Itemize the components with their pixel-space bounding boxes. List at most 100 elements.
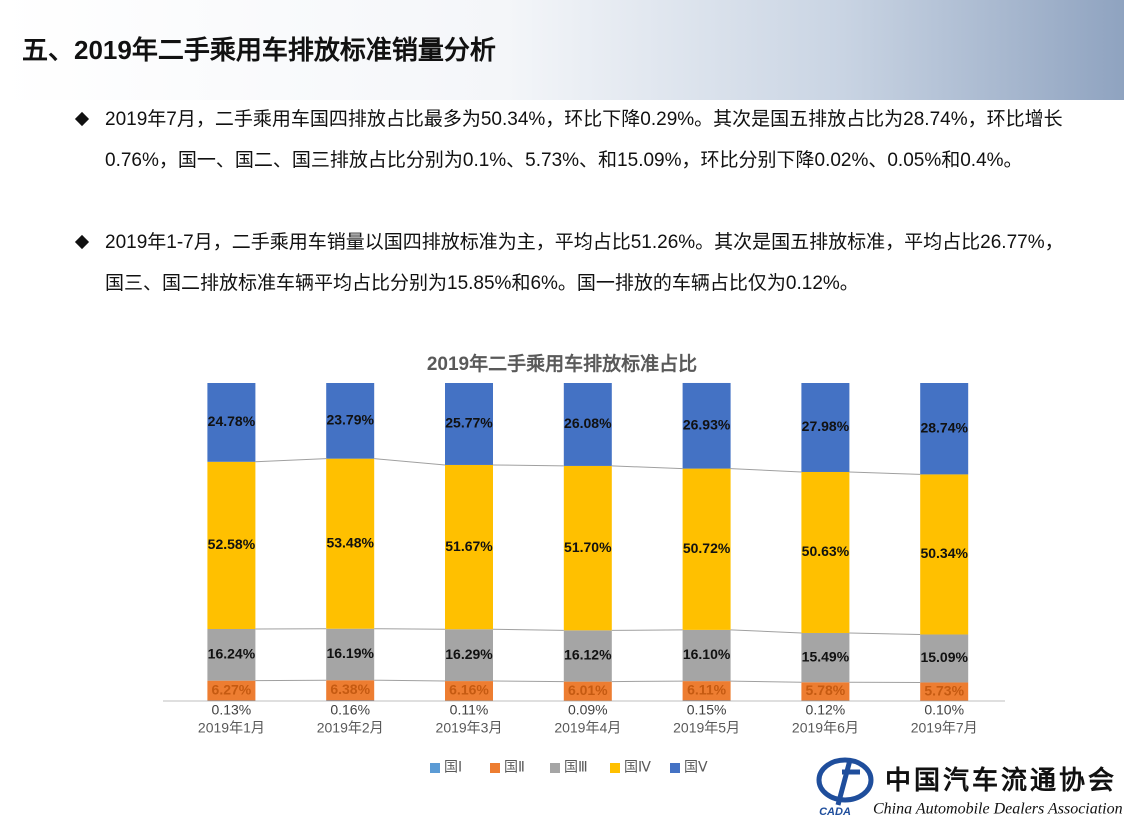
bullet-text: 2019年1-7月，二手乘用车销量以国四排放标准为主，平均占比51.26%。其次… <box>105 232 1064 294</box>
data-label: 16.29% <box>445 646 493 662</box>
bar-segment <box>682 468 731 630</box>
data-label: 16.12% <box>564 647 612 663</box>
bar-segment <box>207 629 256 681</box>
legend-label: 国Ⅰ <box>444 759 462 775</box>
legend-swatch <box>550 763 560 773</box>
series-line <box>374 679 446 682</box>
series-line <box>730 629 802 634</box>
series-line <box>492 464 564 467</box>
data-label: 26.08% <box>564 415 612 431</box>
data-label: 26.93% <box>683 416 731 432</box>
series-line <box>730 680 802 683</box>
bar-segment <box>326 700 375 701</box>
bar-segment <box>920 383 969 475</box>
series-line <box>492 680 564 683</box>
data-label: 6.01% <box>568 682 608 698</box>
series-line <box>611 680 683 683</box>
legend-swatch <box>430 763 440 773</box>
bar-segment <box>563 383 612 466</box>
series-line <box>730 468 802 473</box>
data-label: 28.74% <box>920 419 968 435</box>
data-label: 24.78% <box>208 413 256 429</box>
data-label: 25.77% <box>445 415 493 431</box>
x-tick-label: 2019年6月 <box>792 720 859 736</box>
x-tick-label: 2019年4月 <box>554 720 621 736</box>
bar-segment <box>445 629 493 682</box>
data-label: 5.78% <box>806 682 846 698</box>
data-label: 50.72% <box>683 540 731 556</box>
data-label: 51.67% <box>445 538 493 554</box>
data-label: 16.19% <box>326 645 374 661</box>
bar-segment <box>445 383 493 465</box>
bar-segment <box>563 630 612 682</box>
series-line <box>492 628 564 631</box>
legend-label: 国Ⅱ <box>504 759 525 775</box>
data-label: 50.63% <box>802 543 850 559</box>
legend-label: 国Ⅲ <box>564 759 588 775</box>
data-label: 0.11% <box>450 702 489 718</box>
bar-segment <box>207 383 256 462</box>
logo-english: China Automobile Dealers Association <box>873 801 1123 818</box>
slide-title: 五、2019年二手乘用车排放标准销量分析 <box>22 35 496 65</box>
bar-segment <box>207 461 256 630</box>
bar-segment <box>326 383 375 459</box>
logo: CADA 中国汽车流通协会 China Automobile Dealers A… <box>816 757 1123 818</box>
data-label: 51.70% <box>564 539 612 555</box>
logo-abbr: CADA <box>819 806 851 818</box>
data-label: 15.49% <box>802 648 850 664</box>
header-band: 五、2019年二手乘用车排放标准销量分析 <box>0 0 1124 100</box>
data-label: 6.27% <box>212 681 252 697</box>
x-tick-label: 2019年7月 <box>911 720 978 736</box>
bullet-text: 2019年7月，二手乘用车国四排放占比最多为50.34%，环比下降0.29%。其… <box>105 109 1063 171</box>
bar-segment <box>682 681 731 701</box>
bar-segment <box>801 471 850 633</box>
bar-segment <box>326 628 375 681</box>
x-tick-label: 2019年1月 <box>198 720 265 736</box>
legend-swatch <box>610 763 620 773</box>
bar-segment <box>801 682 850 701</box>
bar-segment <box>326 680 375 701</box>
series-line <box>374 458 446 466</box>
bar-segment <box>682 629 731 682</box>
bar-segment <box>801 632 850 683</box>
data-label: 0.15% <box>687 702 727 718</box>
bar-segment <box>920 682 969 701</box>
series-line <box>849 632 921 635</box>
bar-segment <box>563 465 612 631</box>
data-label: 5.73% <box>924 682 964 698</box>
series-line <box>374 628 446 630</box>
x-tick-label: 2019年3月 <box>436 720 503 736</box>
data-label: 23.79% <box>326 412 374 428</box>
legend-label: 国Ⅴ <box>684 759 708 775</box>
data-label: 0.10% <box>924 702 964 718</box>
series-line <box>611 465 683 470</box>
data-label: 6.16% <box>449 682 489 698</box>
data-label: 50.34% <box>920 545 968 561</box>
legend-swatch <box>670 763 680 773</box>
legend-swatch <box>490 763 500 773</box>
data-label: 53.48% <box>326 534 374 550</box>
logo-mark <box>835 759 860 806</box>
data-label: 0.16% <box>330 702 370 718</box>
data-label: 27.98% <box>802 418 850 434</box>
x-tick-label: 2019年2月 <box>317 720 384 736</box>
bar-segment <box>920 474 969 635</box>
series-line <box>255 458 327 463</box>
bar-segment <box>326 458 375 629</box>
logo-ring <box>816 757 874 803</box>
data-label: 6.38% <box>330 681 370 697</box>
data-label: 0.09% <box>568 702 608 718</box>
legend-label: 国Ⅳ <box>624 759 651 775</box>
logo-name: 中国汽车流通协会 <box>885 765 1117 795</box>
data-label: 6.11% <box>687 682 726 698</box>
bar-segment <box>445 681 493 701</box>
data-label: 52.58% <box>208 536 256 552</box>
chart-title: 2019年二手乘用车排放标准占比 <box>427 352 697 375</box>
x-tick-label: 2019年5月 <box>673 720 740 736</box>
bar-segment <box>801 383 850 472</box>
data-label: 16.10% <box>683 646 731 662</box>
bar-segment <box>682 382 731 469</box>
data-label: 15.09% <box>920 649 968 665</box>
